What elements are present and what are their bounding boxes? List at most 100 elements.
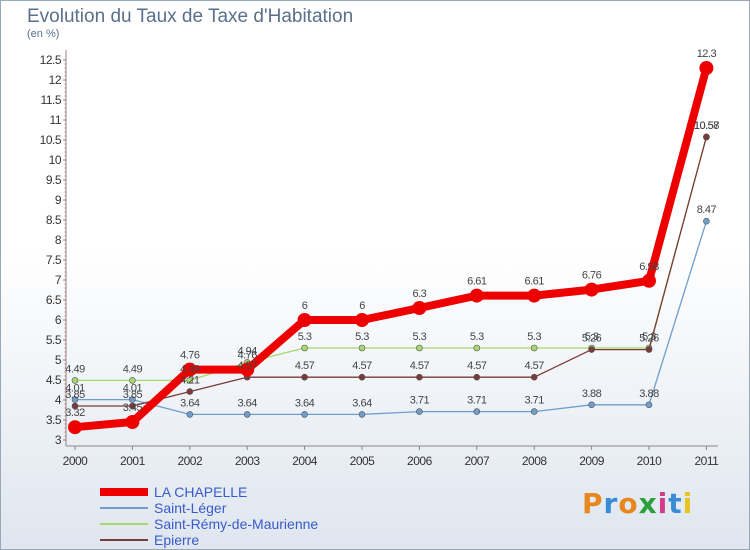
data-point <box>416 408 423 415</box>
data-label: 4.57 <box>467 360 487 372</box>
data-point <box>588 346 595 353</box>
x-tick-label: 2004 <box>292 454 318 468</box>
logo-letter: t <box>668 487 683 520</box>
y-tick-label: 11 <box>50 113 62 127</box>
y-tick-label: 11.5 <box>41 93 62 107</box>
data-point <box>416 373 423 381</box>
data-label: 5.3 <box>527 331 541 343</box>
data-label: 5.3 <box>298 331 312 343</box>
y-tick-label: 10 <box>49 153 62 167</box>
y-tick-label: 6.5 <box>46 293 62 307</box>
data-label: 6.98 <box>639 261 659 273</box>
data-label: 3.64 <box>180 397 200 409</box>
data-label: 4.01 <box>123 383 143 395</box>
series-saint-r-my-de-maurienne <box>71 133 710 384</box>
x-tick-label: 2005 <box>350 454 376 468</box>
proxiti-logo: Proxiti <box>582 487 693 520</box>
data-label: 3.71 <box>524 395 544 407</box>
y-tick-label: 10.5 <box>40 133 62 147</box>
x-tick-label: 2011 <box>694 454 719 468</box>
data-label: 4.57 <box>524 360 544 372</box>
y-tick-label: 3 <box>55 433 62 447</box>
legend-item: Epierre <box>100 532 318 548</box>
data-point <box>71 396 79 403</box>
data-point <box>530 344 538 352</box>
data-point <box>416 344 423 352</box>
data-label: 3.85 <box>65 389 85 401</box>
x-tick-label: 2009 <box>579 454 605 468</box>
data-label: 3.71 <box>467 395 487 407</box>
data-point <box>186 377 194 384</box>
data-point <box>182 362 197 377</box>
data-point <box>125 415 140 429</box>
data-point <box>645 401 653 409</box>
legend-swatch <box>100 507 148 509</box>
data-label: 6.61 <box>524 276 544 288</box>
y-tick-label: 4 <box>55 393 62 407</box>
y-tick-label: 12 <box>49 73 62 87</box>
y-tick-label: 8 <box>55 233 62 247</box>
data-point <box>588 401 595 409</box>
data-label: 3.64 <box>352 397 372 409</box>
data-label: 10.57 <box>694 120 719 132</box>
data-label: 3.64 <box>237 397 257 409</box>
data-point <box>530 408 538 415</box>
data-point <box>129 377 136 384</box>
series-line <box>74 220 708 416</box>
x-tick-label: 2007 <box>464 454 490 468</box>
data-point <box>240 362 255 377</box>
legend-label: Saint-Rémy-de-Maurienne <box>154 516 319 532</box>
data-label: 4.57 <box>237 360 257 372</box>
data-label: 8.47 <box>697 204 717 216</box>
data-point <box>527 288 542 303</box>
data-point <box>699 61 714 75</box>
data-point <box>301 411 308 418</box>
data-label: 5.3 <box>585 331 599 343</box>
legend-item: Saint-Rémy-de-Maurienne <box>100 516 318 532</box>
data-label: 6 <box>302 300 308 312</box>
data-label: 4.49 <box>123 363 143 375</box>
data-point <box>301 373 308 381</box>
data-point <box>473 344 481 352</box>
data-point <box>186 388 194 395</box>
data-point <box>642 273 656 288</box>
data-point <box>358 344 366 352</box>
series-line <box>74 136 708 382</box>
data-point <box>297 313 312 327</box>
y-tick-label: 4.5 <box>46 373 62 387</box>
data-point <box>584 282 599 297</box>
data-point <box>469 288 484 303</box>
data-label: 5.3 <box>413 331 427 343</box>
logo-letter: x <box>638 487 658 520</box>
y-tick-label: 9.5 <box>46 173 62 187</box>
logo-letter: i <box>657 487 669 520</box>
data-label: 4.94 <box>237 345 257 357</box>
series-epierre <box>71 133 710 410</box>
logo-letter: o <box>618 487 639 520</box>
data-label: 3.85 <box>123 389 143 401</box>
y-tick-label: 9 <box>55 193 62 207</box>
data-point <box>71 402 79 410</box>
legend-swatch <box>100 523 148 525</box>
data-point <box>355 313 369 327</box>
y-tick-label: 7.5 <box>46 253 62 267</box>
data-point <box>703 217 710 225</box>
data-point <box>473 408 481 415</box>
legend-label: Saint-Léger <box>154 500 227 516</box>
y-tick-label: 7 <box>55 273 62 287</box>
data-point <box>645 346 653 353</box>
data-label: 4.57 <box>352 360 372 372</box>
data-labels-layer: 4.01 4.01 3.64 3.64 3.64 3.64 3.71 3.71 3.71 3.88… <box>65 48 720 419</box>
data-label: 6 <box>359 300 365 312</box>
logo-letter: r <box>603 487 619 520</box>
data-point <box>703 133 710 141</box>
data-label: 5.3 <box>642 331 656 343</box>
y-tick-label: 8.5 <box>46 213 62 227</box>
logo-letter: P <box>582 487 604 520</box>
legend-item: Saint-Léger <box>100 500 318 516</box>
data-label: 12.3 <box>697 48 717 60</box>
data-label: 4.21 <box>180 375 200 387</box>
x-tick-label: 2001 <box>120 454 146 468</box>
data-label: 4.76 <box>237 350 257 362</box>
series-layer <box>68 61 714 435</box>
